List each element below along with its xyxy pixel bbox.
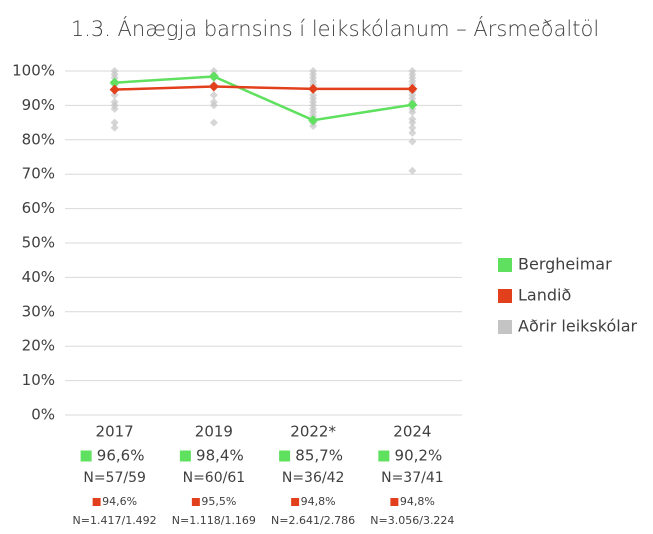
scatter-point <box>408 123 417 132</box>
scatter-point <box>408 128 417 137</box>
scatter-point <box>110 123 119 132</box>
legend-key <box>498 320 512 334</box>
count-label: N=60/61 <box>183 470 246 486</box>
series-marker <box>308 83 319 94</box>
count-label: N=1.118/1.169 <box>172 514 256 527</box>
table-legend-key <box>378 450 390 462</box>
count-label: N=3.056/3.224 <box>370 514 454 527</box>
count-label: N=57/59 <box>83 470 146 486</box>
scatter-point <box>209 91 218 100</box>
series-marker <box>109 84 120 95</box>
table-legend-key <box>390 498 399 506</box>
legend-label: Bergheimar <box>518 255 612 274</box>
y-tick-label: 50% <box>22 234 55 252</box>
y-tick-label: 20% <box>22 337 55 355</box>
series-line <box>114 75 413 122</box>
value-label: 94,8% <box>301 495 336 508</box>
scatter-point <box>110 118 119 127</box>
value-label: 98,4% <box>196 447 244 465</box>
series-marker <box>407 83 418 94</box>
legend-key <box>498 258 512 272</box>
series-marker <box>407 99 418 110</box>
y-tick-label: 80% <box>22 130 55 148</box>
chart-title: 1.3. Ánægja barnsins í leikskólanum – Ár… <box>71 16 599 41</box>
scatter-point <box>110 104 119 113</box>
value-label: 96,6% <box>97 447 145 465</box>
value-label: 94,6% <box>102 495 137 508</box>
y-tick-label: 60% <box>22 199 55 217</box>
scatter-point <box>408 137 417 146</box>
legend-key <box>498 289 512 303</box>
y-tick-label: 70% <box>22 165 55 183</box>
scatter-point <box>408 166 417 175</box>
legend-label: Landið <box>518 286 571 305</box>
table-legend-key <box>80 450 92 462</box>
y-tick-label: 10% <box>22 371 55 389</box>
y-tick-label: 90% <box>22 96 55 114</box>
table-legend-key <box>191 498 200 506</box>
value-label: 90,2% <box>395 447 443 465</box>
scatter-point <box>408 108 417 117</box>
scatter-point <box>110 91 119 100</box>
count-label: N=1.417/1.492 <box>73 514 157 527</box>
x-tick-label: 2019 <box>195 423 233 441</box>
legend-label: Aðrir leikskólar <box>518 317 637 336</box>
value-label: 94,8% <box>400 495 435 508</box>
table-legend-key <box>291 498 300 506</box>
series-marker <box>208 81 219 92</box>
scatter-point <box>408 118 417 127</box>
y-tick-label: 100% <box>12 62 55 80</box>
value-label: 85,7% <box>295 447 343 465</box>
table-legend-key <box>92 498 101 506</box>
series-marker <box>308 115 319 126</box>
table-legend-key <box>179 450 191 462</box>
table-legend-key <box>279 450 291 462</box>
scatter-point <box>209 118 218 127</box>
x-tick-label: 2017 <box>96 423 134 441</box>
y-tick-label: 0% <box>31 406 55 424</box>
x-tick-label: 2024 <box>393 423 431 441</box>
count-label: N=36/42 <box>282 470 345 486</box>
count-label: N=37/41 <box>381 470 444 486</box>
series-marker <box>208 71 219 82</box>
count-label: N=2.641/2.786 <box>271 514 355 527</box>
scatter-point <box>309 122 318 131</box>
x-tick-label: 2022* <box>290 423 336 441</box>
scatter-point <box>209 101 218 110</box>
y-tick-label: 30% <box>22 302 55 320</box>
y-tick-label: 40% <box>22 268 55 286</box>
value-label: 95,5% <box>201 495 236 508</box>
series-marker <box>109 77 120 88</box>
series-line <box>114 85 413 91</box>
